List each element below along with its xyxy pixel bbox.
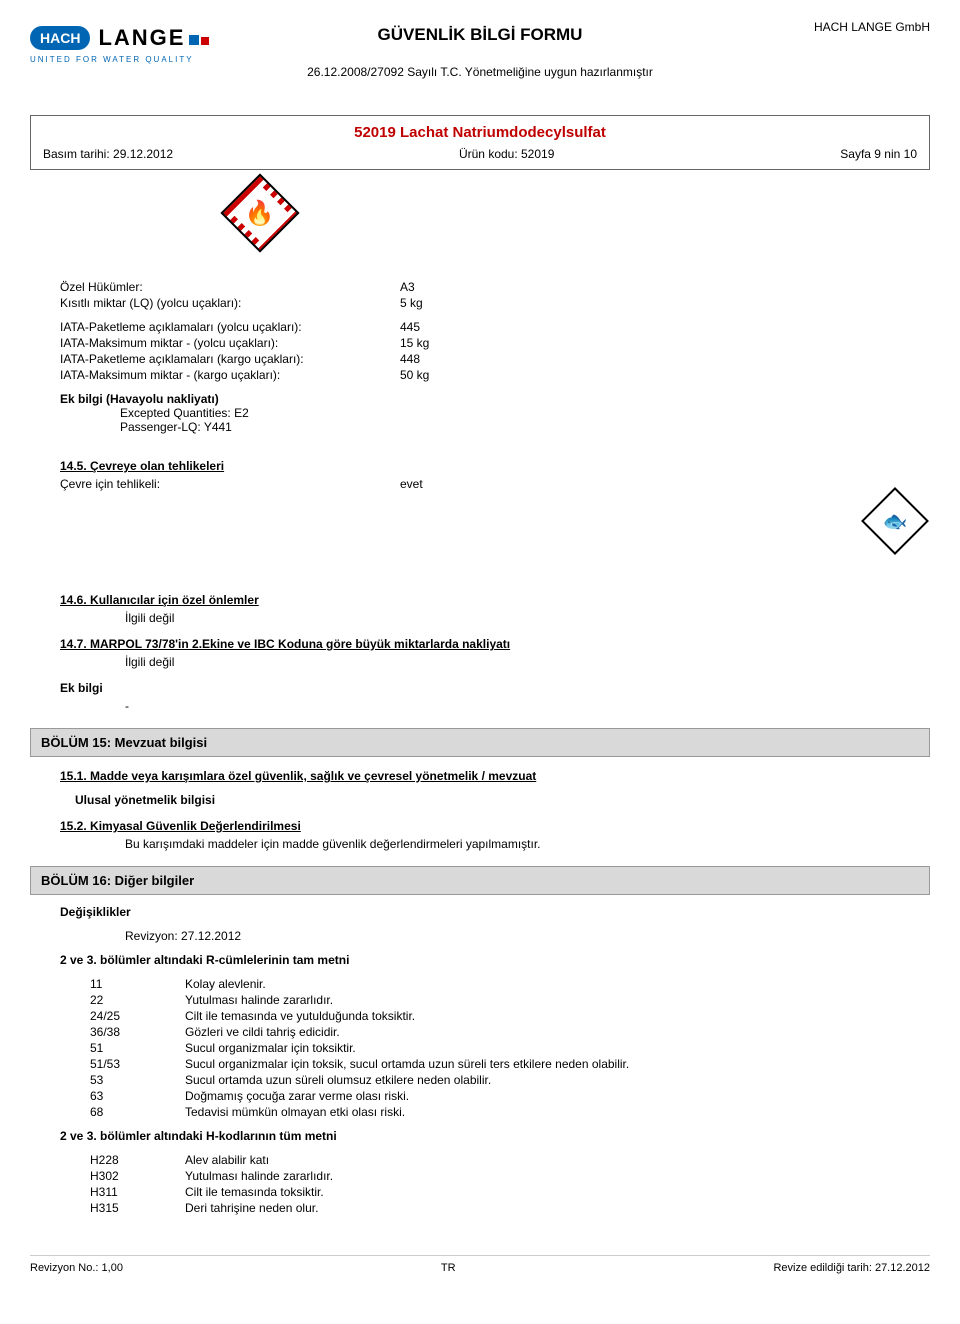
kv-value: 15 kg xyxy=(400,336,930,350)
phrase-row: 11Kolay alevlenir. xyxy=(90,977,930,991)
kv-value: 448 xyxy=(400,352,930,366)
phrase-text: Kolay alevlenir. xyxy=(185,977,930,991)
kv-label: IATA-Maksimum miktar - (kargo uçakları): xyxy=(60,368,400,382)
national-reg-title: Ulusal yönetmelik bilgisi xyxy=(75,793,930,807)
kv-value: 5 kg xyxy=(400,296,930,310)
phrase-row: H228Alev alabilir katı xyxy=(90,1153,930,1167)
doc-title: GÜVENLİK BİLGİ FORMU xyxy=(378,25,583,45)
special-provisions: Özel Hükümler:A3Kısıtlı miktar (LQ) (yol… xyxy=(60,280,930,434)
phrase-text: Deri tahrişine neden olur. xyxy=(185,1201,930,1215)
phrase-code: 36/38 xyxy=(90,1025,185,1039)
product-code: Ürün kodu: 52019 xyxy=(459,147,554,161)
hach-badge: HACH xyxy=(30,26,90,50)
page-footer: Revizyon No.: 1,00 TR Revize edildiği ta… xyxy=(30,1255,930,1274)
ek-bilgi-value: - xyxy=(125,699,930,713)
phrase-code: H311 xyxy=(90,1185,185,1199)
ek-bilgi-line: Excepted Quantities: E2 xyxy=(120,406,930,420)
page-number: Sayfa 9 nin 10 xyxy=(840,147,917,161)
kv-value: 445 xyxy=(400,320,930,334)
phrase-text: Gözleri ve cildi tahriş edicidir. xyxy=(185,1025,930,1039)
ek-bilgi-line: Passenger-LQ: Y441 xyxy=(120,420,930,434)
phrase-code: 53 xyxy=(90,1073,185,1087)
page-header: HACH LANGE UNITED FOR WATER QUALITY GÜVE… xyxy=(30,20,930,110)
tagline: UNITED FOR WATER QUALITY xyxy=(30,55,209,64)
section-15-2-title: 15.2. Kimyasal Güvenlik Değerlendirilmes… xyxy=(60,819,930,833)
phrase-text: Sucul organizmalar için toksiktir. xyxy=(185,1041,930,1055)
kv-label: IATA-Maksimum miktar - (yolcu uçakları): xyxy=(60,336,400,350)
kv-value: A3 xyxy=(400,280,930,294)
phrase-row: H315Deri tahrişine neden olur. xyxy=(90,1201,930,1215)
kv-value: 50 kg xyxy=(400,368,930,382)
footer-lang: TR xyxy=(441,1262,456,1274)
changes-title: Değişiklikler xyxy=(60,905,930,919)
env-hazard-label: Çevre için tehlikeli: xyxy=(60,477,400,491)
section-14-7-title: 14.7. MARPOL 73/78'in 2.Ekine ve IBC Kod… xyxy=(60,637,930,651)
phrase-row: H311Cilt ile temasında toksiktir. xyxy=(90,1185,930,1199)
phrase-text: Sucul ortamda uzun süreli olumsuz etkile… xyxy=(185,1073,930,1087)
kv-label: IATA-Paketleme açıklamaları (kargo uçakl… xyxy=(60,352,400,366)
phrase-code: 11 xyxy=(90,977,185,991)
company-name: HACH LANGE GmbH xyxy=(814,20,930,34)
env-hazard-value: evet xyxy=(400,477,930,491)
footer-date: Revize edildiği tarih: 27.12.2012 xyxy=(773,1262,930,1274)
footer-revision: Revizyon No.: 1,00 xyxy=(30,1262,123,1274)
phrase-row: 51Sucul organizmalar için toksiktir. xyxy=(90,1041,930,1055)
phrase-row: 53Sucul ortamda uzun süreli olumsuz etki… xyxy=(90,1073,930,1087)
r-phrases-title: 2 ve 3. bölümler altındaki R-cümlelerini… xyxy=(60,953,930,967)
product-box: 52019 Lachat Natriumdodecylsulfat Basım … xyxy=(30,115,930,170)
phrase-code: 68 xyxy=(90,1105,185,1119)
phrase-code: 63 xyxy=(90,1089,185,1103)
product-name: 52019 Lachat Natriumdodecylsulfat xyxy=(43,124,917,141)
phrase-code: 51 xyxy=(90,1041,185,1055)
phrase-row: 51/53Sucul organizmalar için toksik, suc… xyxy=(90,1057,930,1071)
phrase-row: 24/25Cilt ile temasında ve yutulduğunda … xyxy=(90,1009,930,1023)
section-15-header: BÖLÜM 15: Mevzuat bilgisi xyxy=(30,728,930,757)
kv-label: Özel Hükümler: xyxy=(60,280,400,294)
print-date: Basım tarihi: 29.12.2012 xyxy=(43,147,173,161)
kv-label: IATA-Paketleme açıklamaları (yolcu uçakl… xyxy=(60,320,400,334)
phrase-text: Cilt ile temasında toksiktir. xyxy=(185,1185,930,1199)
phrase-code: H302 xyxy=(90,1169,185,1183)
regulation-text: 26.12.2008/27092 Sayılı T.C. Yönetmeliği… xyxy=(307,65,653,79)
phrase-text: Alev alabilir katı xyxy=(185,1153,930,1167)
phrase-code: 24/25 xyxy=(90,1009,185,1023)
phrase-row: 63Doğmamış çocuğa zarar verme olası risk… xyxy=(90,1089,930,1103)
section-14-7-text: İlgili değil xyxy=(125,655,930,669)
section-14-5-title: 14.5. Çevreye olan tehlikeleri xyxy=(60,459,930,473)
h-phrases-title: 2 ve 3. bölümler altındaki H-kodlarının … xyxy=(60,1129,930,1143)
phrase-row: 36/38Gözleri ve cildi tahriş edicidir. xyxy=(90,1025,930,1039)
phrase-text: Yutulması halinde zararlıdır. xyxy=(185,993,930,1007)
phrase-code: H228 xyxy=(90,1153,185,1167)
phrase-text: Cilt ile temasında ve yutulduğunda toksi… xyxy=(185,1009,930,1023)
phrase-code: H315 xyxy=(90,1201,185,1215)
phrase-row: H302Yutulması halinde zararlıdır. xyxy=(90,1169,930,1183)
phrase-text: Yutulması halinde zararlıdır. xyxy=(185,1169,930,1183)
phrase-row: 22Yutulması halinde zararlıdır. xyxy=(90,993,930,1007)
phrase-code: 22 xyxy=(90,993,185,1007)
kv-label: Kısıtlı miktar (LQ) (yolcu uçakları): xyxy=(60,296,400,310)
section-14-6-text: İlgili değil xyxy=(125,611,930,625)
logo: HACH LANGE UNITED FOR WATER QUALITY xyxy=(30,25,209,64)
revision-text: Revizyon: 27.12.2012 xyxy=(125,929,930,943)
section-16-header: BÖLÜM 16: Diğer bilgiler xyxy=(30,866,930,895)
phrase-text: Tedavisi mümkün olmayan etki olası riski… xyxy=(185,1105,930,1119)
flammable-hazard-icon: 🔥 xyxy=(220,185,300,265)
lange-text: LANGE xyxy=(98,25,209,51)
phrase-code: 51/53 xyxy=(90,1057,185,1071)
env-hazard-icon: 🐟 xyxy=(860,486,930,556)
phrase-row: 68Tedavisi mümkün olmayan etki olası ris… xyxy=(90,1105,930,1119)
phrase-text: Doğmamış çocuğa zarar verme olası riski. xyxy=(185,1089,930,1103)
ek-bilgi-label: Ek bilgi xyxy=(60,681,930,695)
section-14-6-title: 14.6. Kullanıcılar için özel önlemler xyxy=(60,593,930,607)
ek-bilgi-title: Ek bilgi (Havayolu nakliyatı) xyxy=(60,392,930,406)
section-15-1-title: 15.1. Madde veya karışımlara özel güvenl… xyxy=(60,769,930,783)
section-15-2-text: Bu karışımdaki maddeler için madde güven… xyxy=(125,837,930,851)
phrase-text: Sucul organizmalar için toksik, sucul or… xyxy=(185,1057,930,1071)
